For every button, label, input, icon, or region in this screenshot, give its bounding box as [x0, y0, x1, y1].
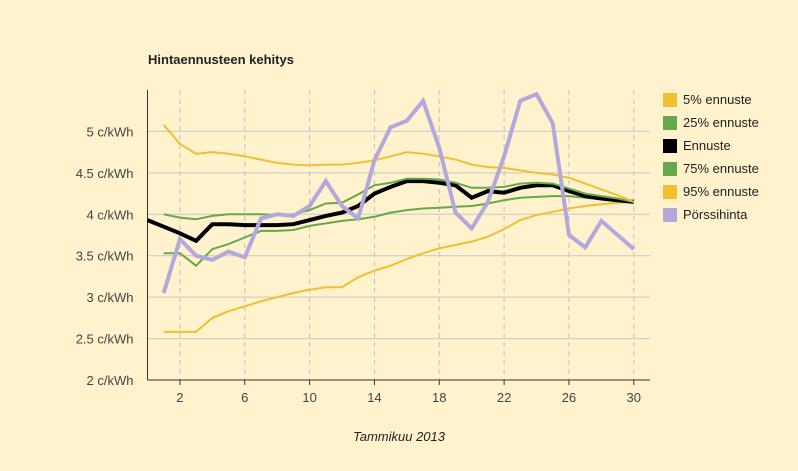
- x-tick-label: 10: [302, 390, 316, 405]
- x-tick-label: 14: [367, 390, 381, 405]
- legend-swatch: [663, 207, 677, 222]
- y-tick-label: 2 c/kWh: [87, 373, 134, 388]
- x-tick-label: 2: [176, 390, 183, 405]
- legend-item: Ennuste: [663, 134, 759, 157]
- x-tick-label: 30: [627, 390, 641, 405]
- y-tick-label: 4 c/kWh: [87, 207, 134, 222]
- series-line-ennuste: [146, 179, 635, 244]
- legend-item: 75% ennuste: [663, 157, 759, 180]
- legend-swatch: [663, 161, 677, 176]
- series-line-75-ennuste: [163, 177, 635, 221]
- legend-item: Pörssihinta: [663, 203, 759, 226]
- series-line-25-ennuste: [163, 195, 634, 268]
- x-axis-label: Tammikuu 2013: [352, 429, 445, 444]
- y-tick-label: 3 c/kWh: [87, 290, 134, 305]
- legend-label: 25% ennuste: [683, 115, 759, 130]
- legend: 5% ennuste 25% ennuste Ennuste 75% ennuste 9…: [663, 88, 759, 226]
- legend-item: 25% ennuste: [663, 111, 759, 134]
- x-tick-label: 22: [497, 390, 511, 405]
- legend-item: 5% ennuste: [663, 88, 759, 111]
- legend-swatch: [663, 115, 677, 130]
- y-tick-label: 4.5 c/kWh: [76, 166, 134, 181]
- legend-swatch: [663, 184, 677, 199]
- legend-swatch: [663, 138, 677, 153]
- series-line-95-ennuste: [162, 124, 635, 203]
- chart-title: Hintaennusteen kehitys: [148, 52, 294, 67]
- legend-label: 5% ennuste: [683, 92, 752, 107]
- y-tick-label: 5 c/kWh: [87, 124, 134, 139]
- legend-item: 95% ennuste: [663, 180, 759, 203]
- series-line-5-ennuste: [163, 200, 634, 333]
- y-tick-label: 2.5 c/kWh: [76, 332, 134, 347]
- legend-label: 95% ennuste: [683, 184, 759, 199]
- x-tick-label: 26: [562, 390, 576, 405]
- legend-label: 75% ennuste: [683, 161, 759, 176]
- legend-label: Pörssihinta: [683, 207, 748, 222]
- x-tick-label: 18: [432, 390, 446, 405]
- y-tick-label: 3.5 c/kWh: [76, 249, 134, 264]
- series-line-p-rssihinta: [161, 91, 636, 294]
- legend-label: Ennuste: [683, 138, 731, 153]
- x-tick-label: 6: [241, 390, 248, 405]
- legend-swatch: [663, 92, 677, 107]
